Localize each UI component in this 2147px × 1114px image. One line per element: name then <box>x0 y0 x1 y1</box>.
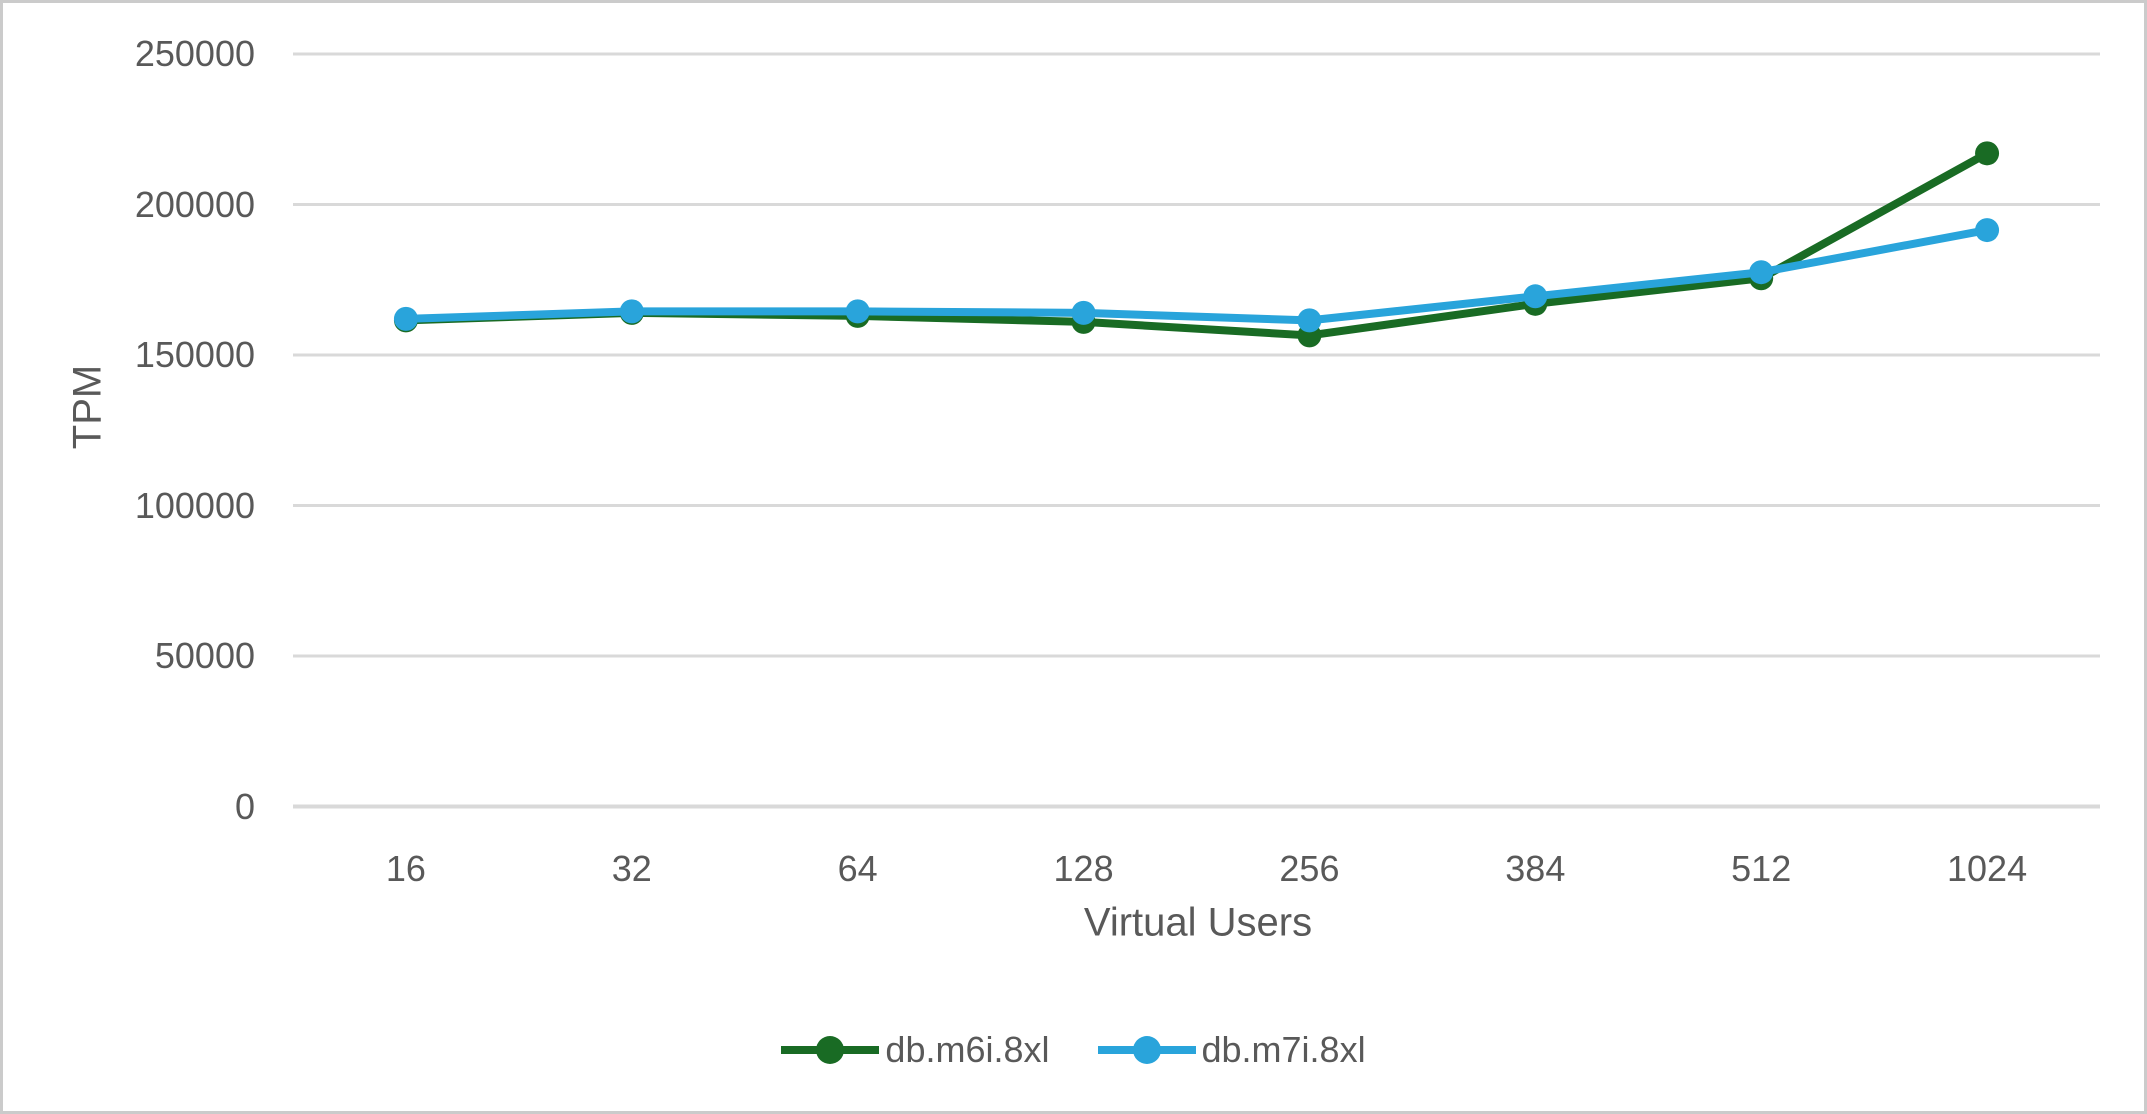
x-axis-tick-label: 512 <box>1731 848 1792 889</box>
x-axis-tick-label: 32 <box>611 848 652 889</box>
y-axis-tick-label: 100000 <box>134 484 255 526</box>
data-point-db-m7i-8xl-384 <box>1523 284 1548 309</box>
y-axis-title: TPM <box>65 364 110 450</box>
legend-label: db.m6i.8xl <box>885 1029 1050 1070</box>
x-axis-title: Virtual Users <box>1083 900 1313 945</box>
plot-area <box>293 52 2100 809</box>
legend-item: db.m7i.8xl <box>1097 1029 1366 1071</box>
x-axis-tick-label: 128 <box>1053 848 1114 889</box>
y-axis-tick-label: 250000 <box>134 33 255 74</box>
data-point-db-m7i-8xl-64 <box>845 299 870 324</box>
x-axis-tick-label: 64 <box>837 848 878 889</box>
x-axis-tick-label: 256 <box>1279 848 1340 889</box>
y-axis-tick-label: 200000 <box>134 183 255 225</box>
y-axis-tick-label: 150000 <box>134 334 255 375</box>
x-axis-tick-label: 384 <box>1505 848 1566 889</box>
data-point-db-m7i-8xl-512 <box>1749 260 1774 285</box>
y-axis-tick-label: 50000 <box>154 635 255 676</box>
data-point-db-m7i-8xl-256 <box>1297 308 1322 333</box>
y-axis-tick-label: 0 <box>234 785 255 827</box>
legend-line-marker-icon <box>1097 1036 1196 1064</box>
data-point-db-m7i-8xl-128 <box>1071 300 1096 325</box>
legend-label: db.m7i.8xl <box>1201 1029 1366 1070</box>
data-point-db-m7i-8xl-32 <box>619 299 644 324</box>
data-point-db-m6i-8xl-1024 <box>1975 141 2000 166</box>
legend-item: db.m6i.8xl <box>781 1029 1050 1071</box>
data-point-db-m7i-8xl-1024 <box>1975 218 2000 243</box>
series-line-db-m7i-8xl <box>401 226 1992 325</box>
legend: db.m6i.8xl db.m7i.8xl <box>3 1029 2144 1071</box>
x-axis-tick-label: 16 <box>385 848 426 889</box>
data-point-db-m7i-8xl-16 <box>393 306 418 331</box>
legend-line-marker-icon <box>781 1036 880 1064</box>
x-axis-tick-label: 1024 <box>1947 848 2028 889</box>
